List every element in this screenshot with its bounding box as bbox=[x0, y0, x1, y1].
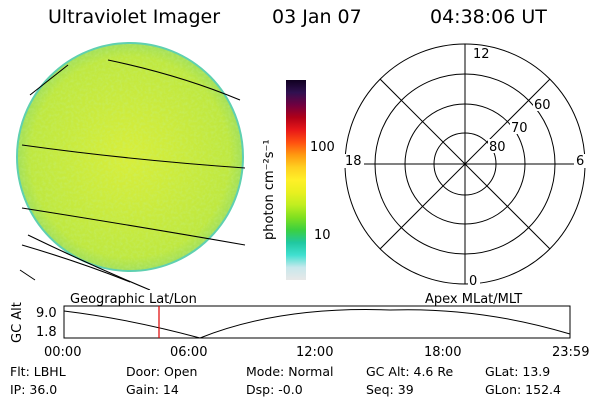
status-dsp: Dsp: -0.0 bbox=[246, 382, 303, 397]
status-seq: Seq: 39 bbox=[366, 382, 414, 397]
colorbar-unit-label: photon cm⁻²s⁻¹ bbox=[262, 139, 277, 240]
status-glon: GLon: 152.4 bbox=[485, 382, 561, 397]
image-date: 03 Jan 07 bbox=[272, 6, 362, 28]
x-tick-1200: 12:00 bbox=[296, 345, 334, 360]
x-tick-2359: 23:59 bbox=[552, 345, 590, 360]
orbit-right-label: Apex MLat/MLT bbox=[425, 292, 523, 307]
polar-label-12: 12 bbox=[473, 47, 490, 62]
x-tick-1800: 18:00 bbox=[424, 345, 462, 360]
status-filter: Flt: LBHL bbox=[10, 364, 66, 379]
colorbar bbox=[286, 80, 306, 280]
polar-label-6: 6 bbox=[576, 154, 584, 169]
polar-label-0: 0 bbox=[469, 274, 477, 289]
status-mode: Mode: Normal bbox=[246, 364, 334, 379]
orbit-y-axis-label: GC Alt bbox=[10, 302, 25, 343]
x-tick-0600: 06:00 bbox=[170, 345, 208, 360]
polar-label-80: 80 bbox=[489, 140, 506, 155]
polar-label-18: 18 bbox=[345, 154, 362, 169]
x-tick-0000: 00:00 bbox=[44, 345, 82, 360]
colorbar-tick-100: 100 bbox=[310, 140, 335, 155]
orbit-left-label: Geographic Lat/Lon bbox=[70, 292, 197, 307]
orbit-y-tick-max: 9.0 bbox=[36, 306, 57, 321]
orbit-plot-frame bbox=[63, 305, 571, 339]
orbit-altitude-curve bbox=[63, 309, 571, 339]
instrument-title: Ultraviolet Imager bbox=[48, 6, 221, 28]
status-door: Door: Open bbox=[126, 364, 198, 379]
lat-lon-grid-lines bbox=[21, 59, 246, 290]
polar-label-70: 70 bbox=[511, 121, 528, 136]
status-gc-alt: GC Alt: 4.6 Re bbox=[366, 364, 454, 379]
orbit-y-tick-min: 1.8 bbox=[36, 325, 57, 340]
status-gain: Gain: 14 bbox=[126, 382, 179, 397]
earth-disk-image bbox=[16, 42, 246, 290]
polar-label-60: 60 bbox=[534, 98, 551, 113]
polar-mlat-mlt-plot: 12 0 18 6 60 70 80 bbox=[344, 43, 586, 289]
colorbar-tick-10: 10 bbox=[314, 228, 331, 243]
status-glat: GLat: 13.9 bbox=[485, 364, 551, 379]
status-ip: IP: 36.0 bbox=[10, 382, 58, 397]
orbit-altitude-plot bbox=[63, 305, 571, 339]
image-time: 04:38:06 UT bbox=[430, 6, 547, 28]
